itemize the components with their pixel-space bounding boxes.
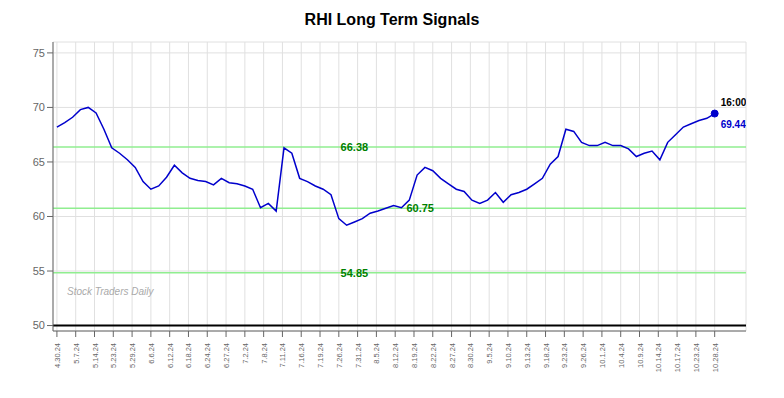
svg-text:10.28.24: 10.28.24 <box>711 343 720 372</box>
svg-text:75: 75 <box>33 47 45 59</box>
svg-text:9.18.24: 9.18.24 <box>542 343 551 368</box>
svg-text:6.18.24: 6.18.24 <box>184 343 193 368</box>
svg-text:5.29.24: 5.29.24 <box>128 343 137 368</box>
svg-text:6.12.24: 6.12.24 <box>166 343 175 368</box>
svg-text:70: 70 <box>33 101 45 113</box>
svg-text:8.19.24: 8.19.24 <box>410 343 419 368</box>
svg-text:8.27.24: 8.27.24 <box>448 343 457 368</box>
html-text:RHI Long Term Signals: RHI Long Term Signals <box>304 11 480 28</box>
svg-text:69.44: 69.44 <box>721 119 746 130</box>
svg-text:50: 50 <box>33 319 45 331</box>
svg-text:9.5.24: 9.5.24 <box>485 343 494 364</box>
svg-text:7.2.24: 7.2.24 <box>241 343 250 364</box>
svg-text:7.31.24: 7.31.24 <box>354 343 363 368</box>
svg-text:9.10.24: 9.10.24 <box>504 343 513 368</box>
svg-text:7.19.24: 7.19.24 <box>316 343 325 368</box>
svg-text:5.7.24: 5.7.24 <box>72 343 81 364</box>
svg-text:16:00: 16:00 <box>721 97 746 108</box>
svg-text:8.12.24: 8.12.24 <box>391 343 400 368</box>
svg-text:7.8.24: 7.8.24 <box>260 343 269 364</box>
svg-text:8.30.24: 8.30.24 <box>466 343 475 368</box>
svg-text:7.11.24: 7.11.24 <box>278 343 287 367</box>
svg-text:9.23.24: 9.23.24 <box>560 343 569 368</box>
html-text:Stock Traders Daily: Stock Traders Daily <box>67 286 154 298</box>
svg-text:65: 65 <box>33 156 45 168</box>
svg-text:10.1.24: 10.1.24 <box>598 343 607 368</box>
svg-text:54.85: 54.85 <box>341 267 369 279</box>
svg-text:4.30.24: 4.30.24 <box>53 343 62 368</box>
svg-text:5.23.24: 5.23.24 <box>109 343 118 368</box>
svg-text:8.22.24: 8.22.24 <box>429 343 438 368</box>
svg-text:55: 55 <box>33 265 45 277</box>
svg-text:10.23.24: 10.23.24 <box>692 343 701 372</box>
svg-text:10.4.24: 10.4.24 <box>617 343 626 368</box>
svg-text:8.5.24: 8.5.24 <box>372 343 381 364</box>
svg-text:6.24.24: 6.24.24 <box>203 343 212 368</box>
svg-text:66.38: 66.38 <box>341 141 369 153</box>
svg-text:10.14.24: 10.14.24 <box>654 343 663 372</box>
svg-text:60: 60 <box>33 210 45 222</box>
svg-text:7.26.24: 7.26.24 <box>335 343 344 368</box>
svg-text:6.27.24: 6.27.24 <box>222 343 231 368</box>
svg-text:60.75: 60.75 <box>406 202 434 214</box>
svg-text:5.14.24: 5.14.24 <box>91 343 100 368</box>
svg-text:9.13.24: 9.13.24 <box>523 343 532 368</box>
svg-text:7.16.24: 7.16.24 <box>297 343 306 368</box>
svg-text:10.17.24: 10.17.24 <box>673 343 682 372</box>
svg-text:6.6.24: 6.6.24 <box>147 343 156 364</box>
svg-text:10.9.24: 10.9.24 <box>636 343 645 368</box>
svg-text:9.26.24: 9.26.24 <box>579 343 588 368</box>
